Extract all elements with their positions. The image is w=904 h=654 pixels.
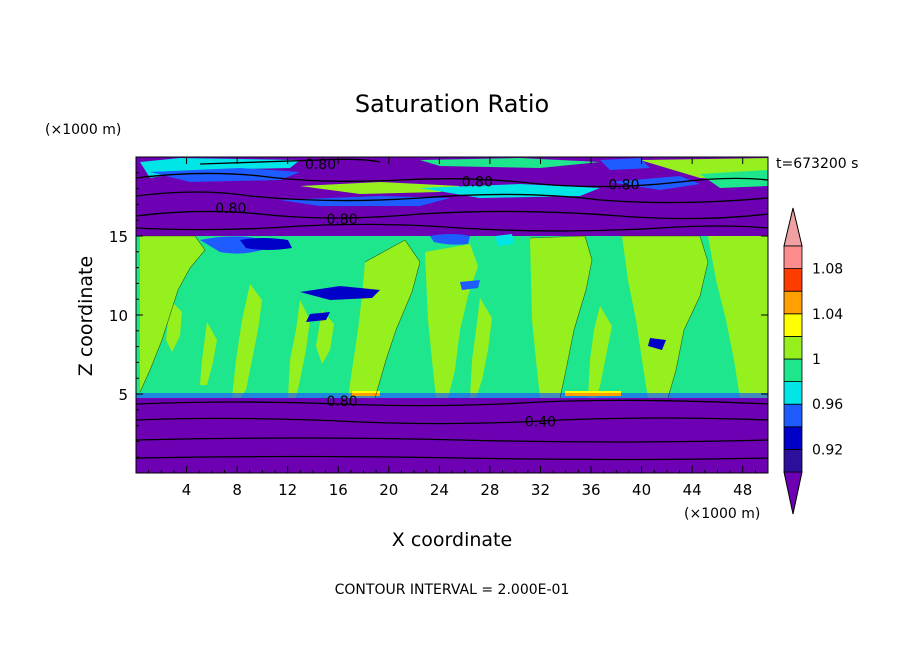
- x-tick-label: 16: [329, 481, 348, 499]
- y-tick-label: 5: [118, 386, 128, 404]
- x-tick-label: 32: [531, 481, 550, 499]
- x-tick-label: 4: [182, 481, 192, 499]
- colorbar-label: 1.08: [812, 262, 843, 278]
- x-tick-label: 36: [581, 481, 600, 499]
- x-tick-label: 8: [232, 481, 242, 499]
- y-unit-label: (×1000 m): [45, 122, 121, 138]
- y-tick-label: 15: [109, 228, 128, 246]
- x-tick-label: 28: [480, 481, 499, 499]
- cloud-cell-outlines: [139, 235, 709, 399]
- boundary-layer-band: [136, 398, 768, 473]
- colorbar-under-triangle: [783, 471, 803, 515]
- contour-interval-footer: CONTOUR INTERVAL = 2.000E-01: [335, 582, 570, 598]
- colorbar: 0.92 0.96 1 1.04 1.08: [783, 207, 843, 515]
- y-tick-label: 10: [109, 307, 128, 325]
- colorbar-segment: [783, 426, 803, 450]
- colorbar-segment: [783, 358, 803, 383]
- contour-label: 0.80: [326, 394, 357, 410]
- chart-title: Saturation Ratio: [355, 90, 549, 118]
- cloud-base-strip: [136, 391, 768, 398]
- contour-label: 0.80: [462, 174, 493, 190]
- colorbar-over-triangle: [783, 207, 803, 247]
- colorbar-segment: [783, 313, 803, 337]
- y-axis: 5 10 15: [109, 172, 768, 458]
- contour-label: 0.80: [326, 212, 357, 228]
- colorbar-segment: [783, 335, 803, 360]
- colorbar-segment: [783, 448, 803, 473]
- colorbar-segment: [783, 403, 803, 428]
- x-tick-label: 44: [683, 481, 702, 499]
- time-label: t=673200 s: [776, 156, 858, 172]
- y-axis-label: Z coordinate: [75, 256, 97, 376]
- x-tick-label: 48: [733, 481, 752, 499]
- colorbar-segment: [783, 245, 803, 270]
- colorbar-segment: [783, 268, 803, 292]
- x-tick-label: 40: [632, 481, 651, 499]
- colorbar-label: 1.04: [812, 307, 843, 323]
- contour-labels: 0.80 0.80 0.80 0.80 0.80 0.80 0.40: [215, 157, 639, 431]
- supersaturated-regions: [140, 236, 768, 398]
- contour-label: 0.80: [608, 177, 639, 193]
- contour-label: 0.80: [215, 201, 246, 217]
- colorbar-segment: [783, 290, 803, 315]
- contour-lines: [136, 158, 768, 461]
- plot-area: [136, 157, 768, 473]
- contour-label: 0.80: [305, 157, 336, 173]
- x-tick-label: 24: [430, 481, 449, 499]
- colorbar-label: 0.96: [812, 397, 843, 413]
- x-unit-label: (×1000 m): [684, 506, 760, 522]
- x-axis-label: X coordinate: [392, 529, 512, 551]
- x-tick-label: 12: [278, 481, 297, 499]
- colorbar-segment: [783, 381, 803, 405]
- cloud-top-patches: [200, 234, 666, 350]
- x-axis: 4 8 12 16 20 24 28 32 36 40 44 48: [148, 157, 756, 499]
- x-tick-label: 20: [379, 481, 398, 499]
- colorbar-label: 1: [812, 352, 821, 368]
- colorbar-label: 0.92: [812, 442, 843, 458]
- contour-label: 0.40: [525, 414, 556, 430]
